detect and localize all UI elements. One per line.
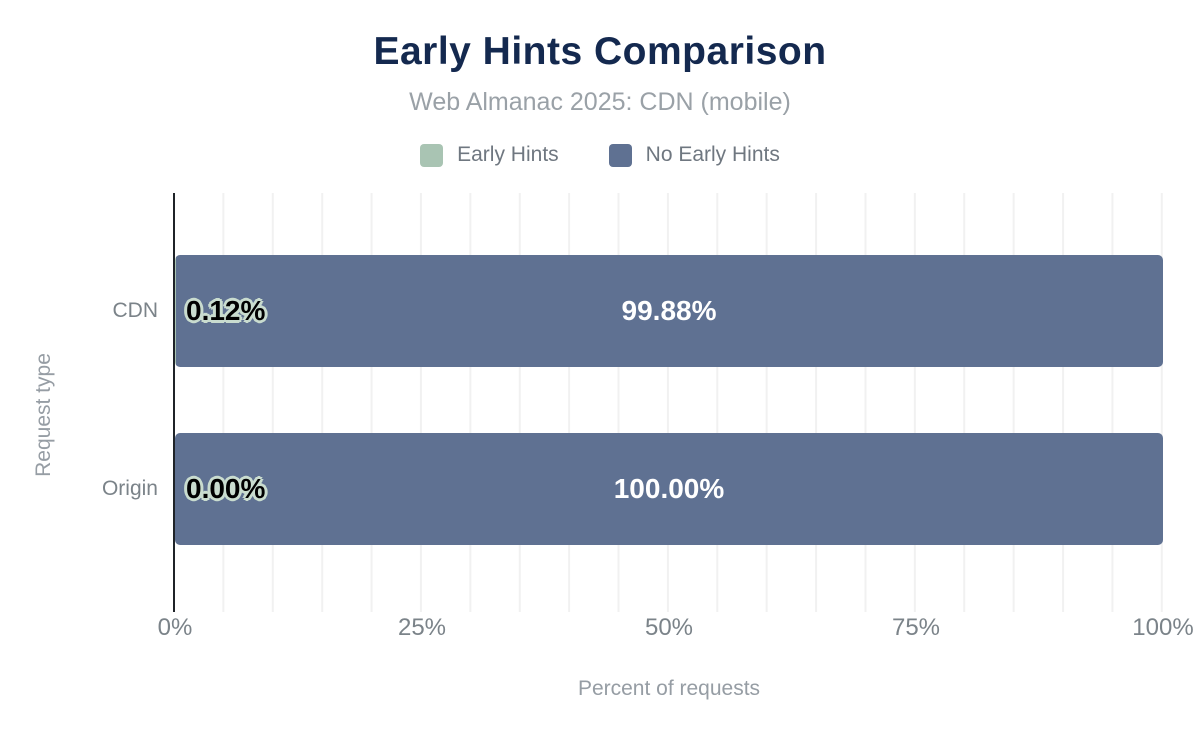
bar-segment-no-early-hints <box>176 255 1163 367</box>
chart-subtitle: Web Almanac 2025: CDN (mobile) <box>409 88 791 116</box>
x-tick-label-50: 50% <box>644 614 694 641</box>
bar-stack <box>175 433 1163 545</box>
bar-segment-early-hints <box>175 255 177 367</box>
legend-label: No Early Hints <box>645 143 780 166</box>
value-label-early-hints: 0.12% <box>186 295 266 326</box>
bar-stack <box>175 255 1163 367</box>
value-label-early-hints: 0.00% <box>186 473 266 504</box>
x-tick-label-75: 75% <box>891 614 941 641</box>
x-axis-title: Percent of requests <box>577 677 761 700</box>
legend-swatch-no-early-hints <box>608 143 632 167</box>
category-label-cdn: CDN <box>112 299 159 322</box>
legend-item-no-early-hints: No Early Hints <box>608 143 780 167</box>
bar-row-cdn: 0.12% 99.88% <box>175 255 1163 367</box>
value-label-no-early-hints: 99.88% <box>621 295 717 326</box>
chart-title: Early Hints Comparison <box>373 30 827 73</box>
y-axis-line <box>173 193 175 612</box>
legend-item-early-hints: Early Hints <box>420 143 559 167</box>
legend-swatch-early-hints <box>420 143 444 167</box>
legend: Early Hints No Early Hints <box>0 140 1200 170</box>
legend-label: Early Hints <box>457 143 559 166</box>
x-tick-label-0: 0% <box>157 614 193 641</box>
bar-segment-no-early-hints <box>175 433 1163 545</box>
value-label-no-early-hints: 100.00% <box>613 473 725 504</box>
plot-area: 0.12% 99.88% 0.00% 100.00% <box>173 193 1163 612</box>
bar-row-origin: 0.00% 100.00% <box>175 433 1163 545</box>
x-tick-label-25: 25% <box>397 614 447 641</box>
x-tick-label-100: 100% <box>1132 614 1194 641</box>
category-label-origin: Origin <box>101 477 158 500</box>
